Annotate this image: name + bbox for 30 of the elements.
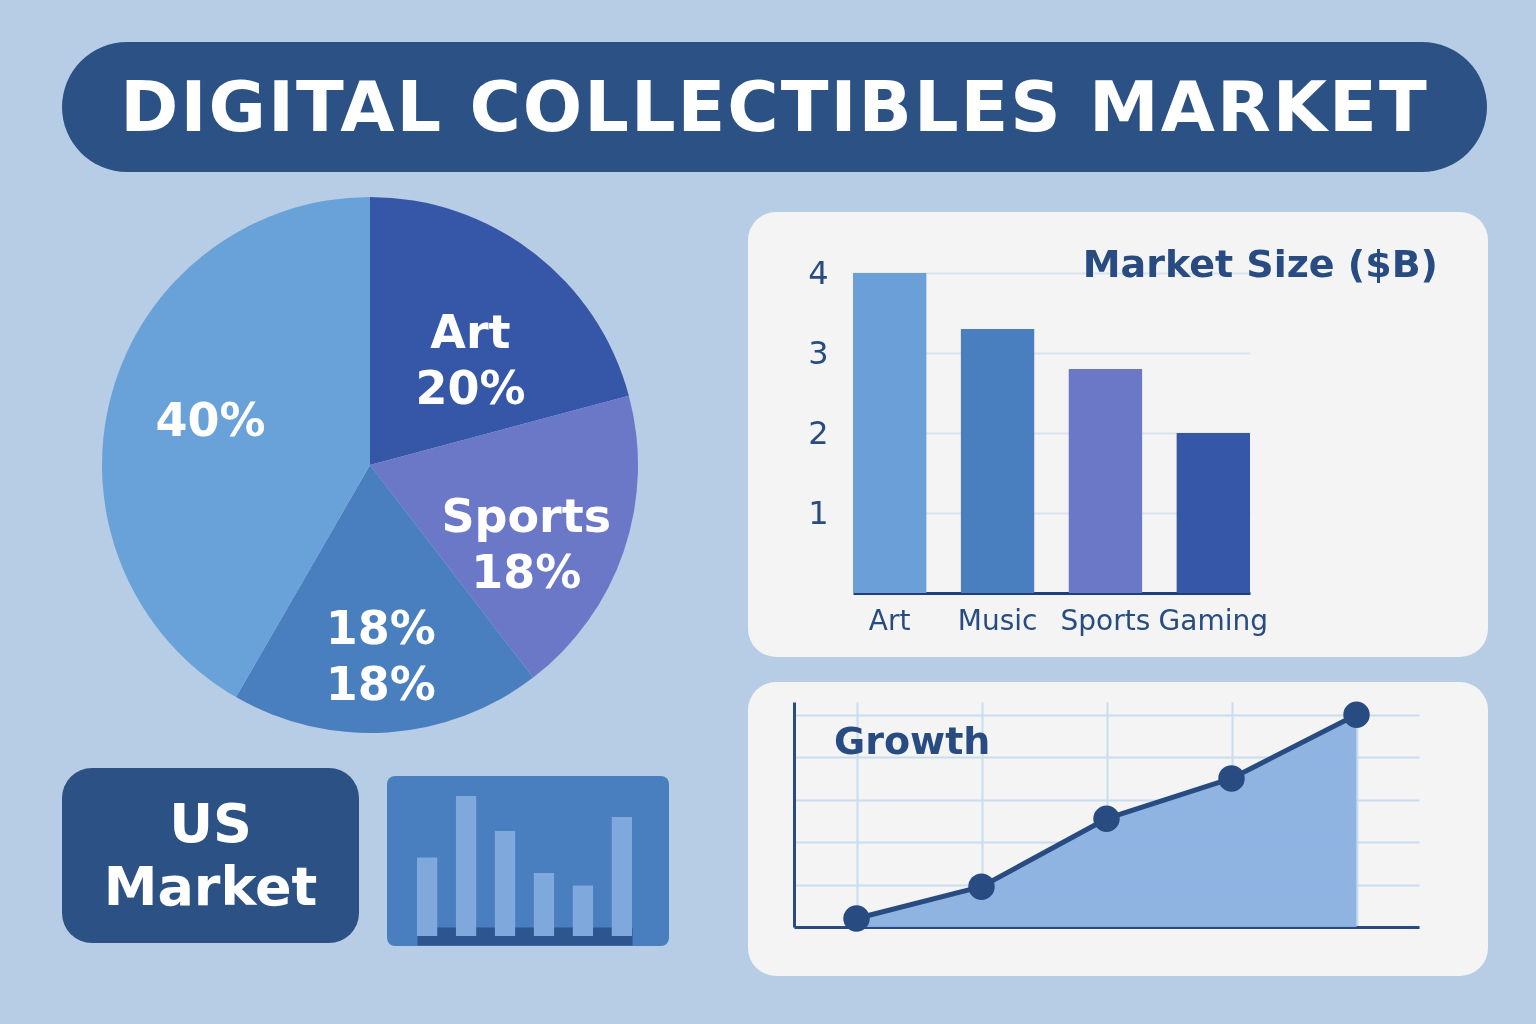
x-tick-label: Sports — [1060, 603, 1151, 637]
bar — [960, 329, 1035, 593]
data-label: 18% — [325, 656, 436, 711]
bar — [1068, 369, 1143, 593]
y-tick-label: 3 — [808, 333, 829, 372]
x-tick-label: Music — [957, 603, 1038, 637]
slice-label: Art — [430, 305, 511, 360]
data-label: 18% — [471, 545, 582, 600]
slice-label: 18% — [325, 600, 436, 655]
text: DIGITAL COLLECTIBLES MARKET — [120, 65, 1429, 148]
bar — [533, 873, 555, 936]
bar — [1176, 433, 1250, 593]
bar — [417, 857, 438, 936]
slice-label: Sports — [441, 489, 612, 544]
pie-slice — [370, 197, 629, 465]
bar — [494, 831, 516, 936]
x-tick-label: Art — [868, 603, 911, 637]
y-tick-label: 2 — [808, 413, 829, 452]
bar — [611, 817, 632, 936]
bar — [853, 273, 927, 593]
x-tick-label: Gaming — [1158, 603, 1269, 637]
y-tick-label: 1 — [808, 493, 829, 532]
text: US Market — [102, 792, 319, 918]
bar — [572, 885, 594, 936]
data-label: 40% — [155, 393, 266, 448]
data-label: 20% — [415, 361, 526, 416]
chart-title: Growth — [834, 718, 991, 763]
chart-title: Market Size ($B) — [1082, 242, 1438, 286]
bar — [455, 796, 477, 936]
y-tick-label: 4 — [808, 253, 829, 292]
